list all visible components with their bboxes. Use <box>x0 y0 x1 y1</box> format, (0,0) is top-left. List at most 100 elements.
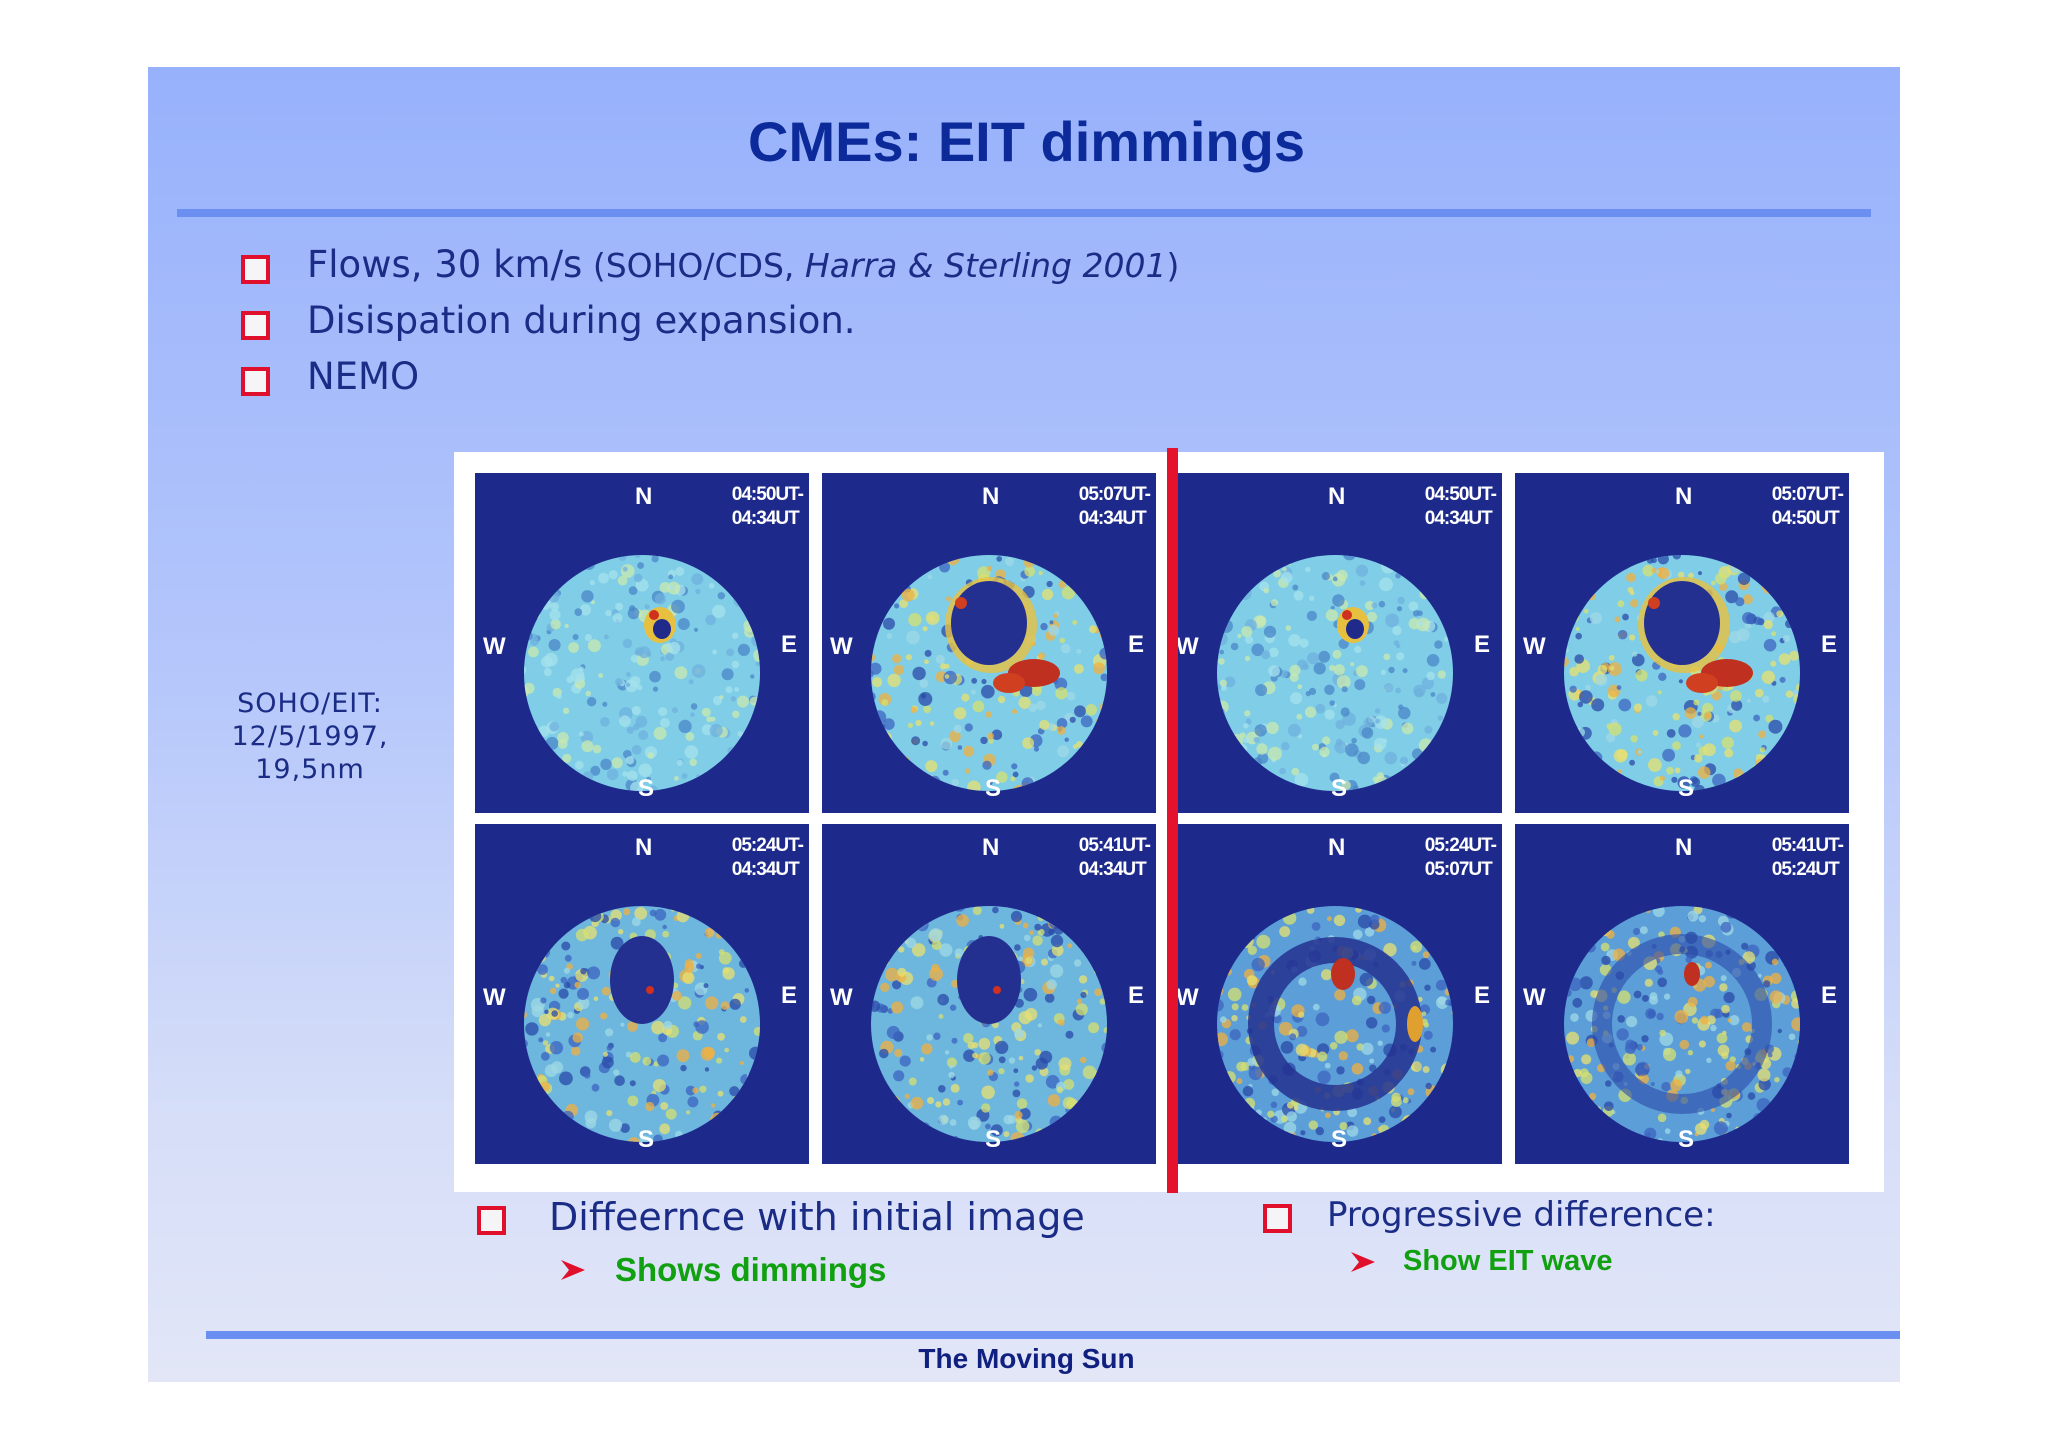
image-caption: SOHO/EIT: 12/5/1997, 19,5nm <box>220 687 400 786</box>
footer-text: The Moving Sun <box>918 1343 1135 1374</box>
south-label: S <box>1331 775 1348 802</box>
solar-disk-image <box>871 906 1107 1142</box>
timestamp-line: 04:34UT <box>1078 859 1147 880</box>
solar-disk-image <box>524 906 760 1142</box>
timestamp-line: 05:07UT <box>1424 859 1493 880</box>
timestamp-line: 05:41UT- <box>1078 835 1151 856</box>
timestamp-label: 05:07UT- 04:50UT <box>1771 483 1844 531</box>
west-label: W <box>1176 633 1199 660</box>
checkbox-bullet-icon <box>241 367 270 396</box>
east-label: E <box>1128 631 1145 658</box>
left-note-heading: Diffeernce with initial image <box>549 1195 1085 1239</box>
timestamp-line: 05:07UT- <box>1078 484 1151 505</box>
east-label: E <box>781 631 798 658</box>
bullet-text: Disispation during expansion. <box>307 299 856 342</box>
east-label: E <box>1128 982 1145 1009</box>
eit-panel: N S W E 05:24UT- 05:07UT <box>1168 824 1502 1164</box>
solar-disk-image <box>524 555 760 791</box>
timestamp-line: 04:34UT <box>731 508 800 529</box>
slide: CMEs: EIT dimmings Flows, 30 km/s (SOHO/… <box>148 67 1900 1382</box>
right-note-sub: Show EIT wave <box>1403 1245 1613 1277</box>
solar-disk-image <box>1564 906 1800 1142</box>
timestamp-line: 05:24UT- <box>731 835 804 856</box>
timestamp-line: 04:34UT <box>731 859 800 880</box>
caption-line: SOHO/EIT: <box>237 688 383 719</box>
footer-divider <box>206 1331 1900 1339</box>
south-label: S <box>985 775 1002 802</box>
south-label: S <box>985 1126 1002 1153</box>
checkbox-bullet-icon <box>241 255 270 284</box>
title-divider <box>177 209 1871 217</box>
solar-disk-image <box>871 555 1107 791</box>
west-label: W <box>1523 633 1546 660</box>
timestamp-line: 05:24UT- <box>1424 835 1497 856</box>
north-label: N <box>1675 834 1693 861</box>
checkbox-bullet-icon <box>241 311 270 340</box>
timestamp-line: 04:50UT- <box>731 484 804 505</box>
south-label: S <box>638 1126 655 1153</box>
bullet-text: NEMO <box>307 355 420 398</box>
west-label: W <box>830 984 853 1011</box>
north-label: N <box>1328 483 1346 510</box>
south-label: S <box>1331 1126 1348 1153</box>
timestamp-label: 05:24UT- 04:34UT <box>731 834 804 882</box>
caption-line: 12/5/1997, <box>231 721 389 752</box>
north-label: N <box>635 483 653 510</box>
solar-disk-image <box>1564 555 1800 791</box>
arrow-bullet-icon <box>1351 1252 1375 1272</box>
bullet-paren: (SOHO/CDS, <box>582 246 805 285</box>
bullet-text: Flows, 30 km/s <box>307 243 583 286</box>
timestamp-line: 05:41UT- <box>1771 835 1844 856</box>
eit-panel: N S W E 05:41UT- 05:24UT <box>1515 824 1849 1164</box>
checkbox-bullet-icon <box>1263 1204 1292 1233</box>
eit-panel: N S W E 04:50UT- 04:34UT <box>1168 473 1502 813</box>
arrow-bullet-icon <box>561 1260 585 1280</box>
page-title: CMEs: EIT dimmings <box>748 110 1305 173</box>
timestamp-line: 04:50UT- <box>1424 484 1497 505</box>
checkbox-bullet-icon <box>477 1206 506 1235</box>
west-label: W <box>483 984 506 1011</box>
timestamp-label: 05:24UT- 05:07UT <box>1424 834 1497 882</box>
timestamp-line: 04:34UT <box>1424 508 1493 529</box>
north-label: N <box>982 483 1000 510</box>
red-divider-line <box>1167 448 1178 1193</box>
timestamp-line: 05:24UT <box>1771 859 1840 880</box>
timestamp-label: 05:41UT- 04:34UT <box>1078 834 1151 882</box>
solar-disk-image <box>1217 906 1453 1142</box>
caption-line: 19,5nm <box>255 754 365 785</box>
west-label: W <box>1523 984 1546 1011</box>
left-note-sub: Shows dimmings <box>615 1251 887 1288</box>
solar-disk-image <box>1217 555 1453 791</box>
eit-panel: N S W E 05:07UT- 04:34UT <box>822 473 1156 813</box>
eit-panel: N S W E 05:07UT- 04:50UT <box>1515 473 1849 813</box>
south-label: S <box>1678 775 1695 802</box>
bullet-paren-close: ) <box>1166 246 1180 285</box>
north-label: N <box>1675 483 1693 510</box>
timestamp-line: 04:34UT <box>1078 508 1147 529</box>
north-label: N <box>635 834 653 861</box>
south-label: S <box>638 775 655 802</box>
north-label: N <box>982 834 1000 861</box>
east-label: E <box>1821 982 1838 1009</box>
eit-panel: N S W E 05:24UT- 04:34UT <box>475 824 809 1164</box>
east-label: E <box>1474 631 1491 658</box>
timestamp-line: 04:50UT <box>1771 508 1840 529</box>
west-label: W <box>830 633 853 660</box>
east-label: E <box>781 982 798 1009</box>
eit-panel: N S W E 05:41UT- 04:34UT <box>822 824 1156 1164</box>
east-label: E <box>1474 982 1491 1009</box>
south-label: S <box>1678 1126 1695 1153</box>
timestamp-label: 05:07UT- 04:34UT <box>1078 483 1151 531</box>
east-label: E <box>1821 631 1838 658</box>
bullet-citation: Harra & Sterling 2001 <box>804 246 1167 285</box>
timestamp-label: 04:50UT- 04:34UT <box>1424 483 1497 531</box>
timestamp-label: 05:41UT- 05:24UT <box>1771 834 1844 882</box>
west-label: W <box>483 633 506 660</box>
right-note-heading: Progressive difference: <box>1327 1195 1716 1235</box>
north-label: N <box>1328 834 1346 861</box>
west-label: W <box>1176 984 1199 1011</box>
timestamp-line: 05:07UT- <box>1771 484 1844 505</box>
timestamp-label: 04:50UT- 04:34UT <box>731 483 804 531</box>
eit-panel: N S W E 04:50UT- 04:34UT <box>475 473 809 813</box>
eit-difference-figure: N S W E 04:50UT- 04:34UT N S W E 05:07UT- 04:34UT N S… <box>454 452 1884 1192</box>
